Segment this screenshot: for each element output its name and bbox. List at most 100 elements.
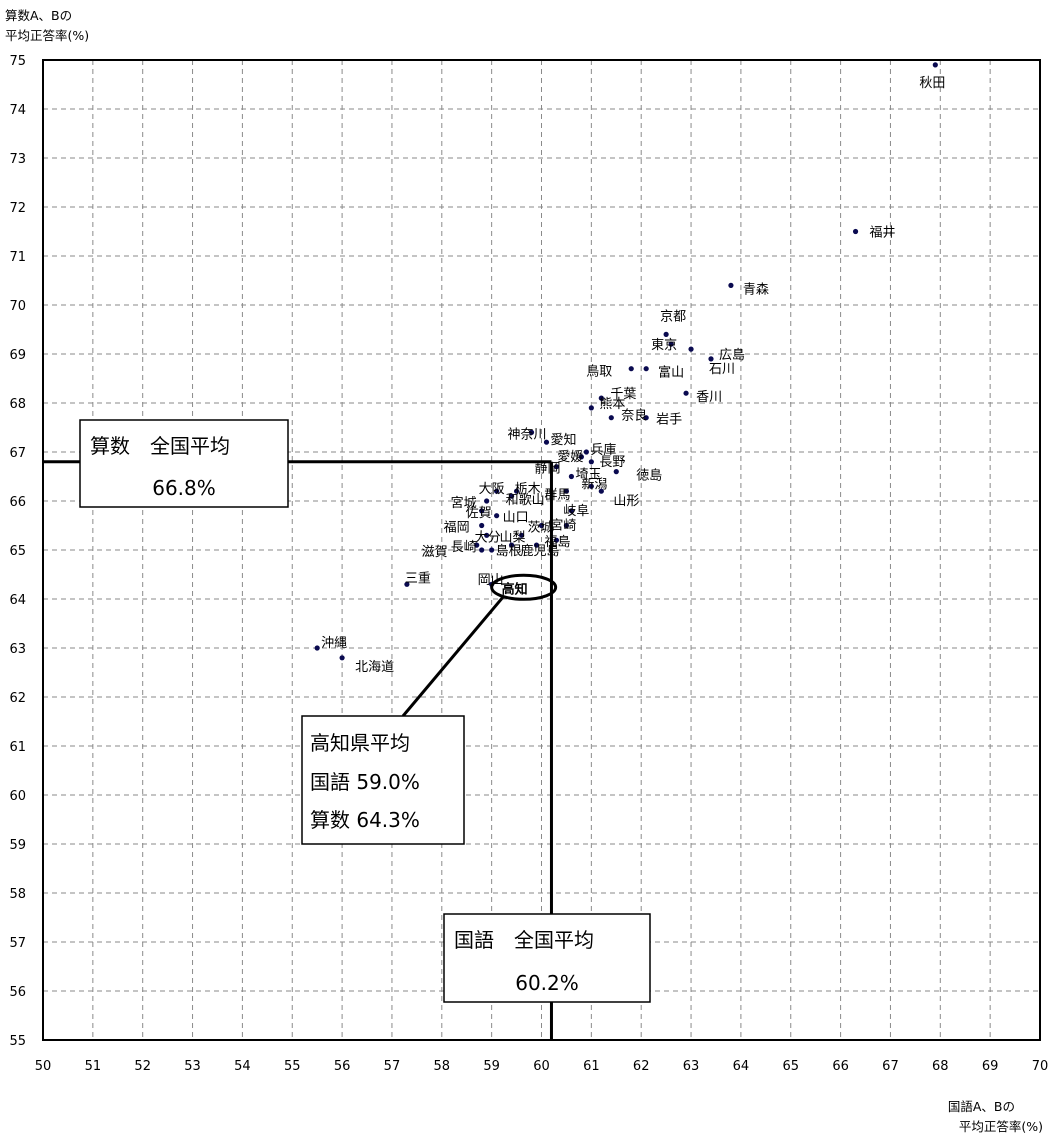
- point-label-山形: 山形: [613, 494, 639, 509]
- point-label-宮城: 宮城: [451, 495, 477, 511]
- x-tick-label: 65: [782, 1059, 799, 1074]
- y-tick-label: 63: [9, 642, 26, 657]
- point-label-島根: 島根: [496, 544, 522, 559]
- x-tick-label: 55: [284, 1059, 301, 1074]
- point-label-神奈川: 神奈川: [508, 427, 547, 442]
- data-point-沖縄: [314, 645, 320, 651]
- data-point-北海道: [339, 655, 345, 661]
- data-point-佐賀: [479, 508, 485, 514]
- y-tick-label: 62: [9, 691, 26, 706]
- math-average-value: 66.8%: [152, 476, 216, 500]
- kochi-average-box: [301, 715, 465, 845]
- y-axis-title-line1: 算数A、Bの: [5, 8, 72, 23]
- point-label-富山: 富山: [658, 365, 684, 381]
- data-point-愛媛: [578, 454, 584, 460]
- x-tick-label: 70: [1032, 1059, 1048, 1074]
- point-label-香川: 香川: [696, 390, 722, 405]
- y-tick-label: 71: [9, 250, 26, 265]
- x-tick-label: 53: [184, 1059, 201, 1074]
- point-label-宮崎: 宮崎: [550, 518, 576, 534]
- x-tick-label: 56: [334, 1059, 351, 1074]
- data-point-大分: [484, 532, 490, 538]
- data-point-大阪: [494, 488, 500, 494]
- y-tick-label: 75: [9, 54, 26, 69]
- point-label-三重: 三重: [405, 570, 431, 586]
- kochi-highlight-ellipse: [490, 573, 558, 601]
- data-point-秋田: [932, 62, 938, 68]
- point-label-佐賀: 佐賀: [466, 506, 492, 521]
- data-point-群馬: [563, 488, 570, 494]
- y-tick-label: 60: [9, 789, 26, 804]
- y-tick-label: 64: [9, 593, 26, 608]
- y-tick-label: 68: [9, 397, 26, 412]
- y-tick-label: 67: [9, 446, 26, 461]
- x-tick-label: 64: [733, 1059, 750, 1074]
- point-label-福島: 福島: [544, 535, 570, 550]
- plot-frame: [42, 59, 1041, 1041]
- y-tick-label: 58: [9, 887, 26, 902]
- x-tick-label: 62: [633, 1059, 650, 1074]
- point-label-京都: 京都: [660, 309, 686, 324]
- point-label-福井: 福井: [870, 226, 896, 241]
- data-point-福岡: [479, 522, 485, 529]
- y-tick-label: 66: [9, 495, 26, 510]
- x-tick-label: 67: [882, 1059, 899, 1074]
- data-point-愛知: [543, 439, 550, 445]
- data-point-兵庫: [583, 449, 589, 455]
- point-label-石川: 石川: [709, 362, 735, 377]
- x-tick-label: 68: [932, 1059, 949, 1074]
- point-label-岡山: 岡山: [478, 573, 504, 588]
- point-label-山梨: 山梨: [500, 530, 526, 545]
- data-point-埼玉: [568, 473, 575, 480]
- y-tick-label: 65: [9, 544, 26, 559]
- y-tick-label: 72: [9, 201, 26, 216]
- y-tick-label: 57: [9, 936, 26, 951]
- point-label-栃木: 栃木: [515, 482, 541, 497]
- data-point-鳥取: [628, 366, 634, 372]
- point-label-長崎: 長崎: [451, 540, 477, 555]
- math-national-average-box: [79, 419, 289, 508]
- y-tick-label: 70: [9, 299, 26, 314]
- point-label-岐阜: 岐阜: [563, 503, 589, 519]
- point-label-滋賀: 滋賀: [422, 545, 448, 560]
- data-point-徳島: [613, 469, 619, 475]
- y-tick-label: 61: [9, 740, 26, 755]
- data-point-岐阜: [568, 508, 575, 514]
- tick-labels: 50 51 52 53 54 55 56 57 58 59 60 61 62 63 64 65 66 67 68 69…: [9, 54, 1048, 1074]
- kochi-average-japanese: 国語 59.0%: [310, 770, 420, 794]
- math-average-title: 算数 全国平均: [90, 434, 230, 458]
- point-label-福岡: 福岡: [444, 521, 470, 536]
- kochi-average-title: 高知県平均: [310, 731, 410, 755]
- data-point-青森: [728, 282, 734, 288]
- x-tick-label: 59: [483, 1059, 500, 1074]
- data-point-福島: [553, 537, 560, 543]
- japanese-national-average-box: [443, 913, 651, 1003]
- point-label-和歌山: 和歌山: [506, 493, 545, 508]
- x-tick-label: 66: [832, 1059, 849, 1074]
- data-point-長崎: [474, 542, 480, 548]
- data-point-静岡: [553, 464, 560, 470]
- kochi-connector-line: [401, 595, 505, 717]
- data-point-京都: [663, 331, 669, 337]
- data-point-宮城: [484, 498, 490, 504]
- point-label-千葉: 千葉: [610, 387, 636, 402]
- x-tick-label: 51: [85, 1059, 102, 1074]
- point-label-兵庫: 兵庫: [590, 443, 616, 458]
- data-point-千葉: [598, 395, 604, 401]
- data-point-宮崎: [563, 522, 570, 529]
- data-point-山口: [494, 513, 500, 519]
- data-point-香川: [683, 390, 689, 396]
- point-label-新潟: 新潟: [581, 476, 607, 492]
- point-label-埼玉: 埼玉: [575, 468, 601, 483]
- data-point-広島: [708, 356, 714, 362]
- y-tick-label: 74: [9, 103, 26, 118]
- data-point-奈良: [608, 415, 614, 421]
- point-label-山口: 山口: [503, 511, 529, 526]
- y-tick-label: 55: [9, 1034, 26, 1049]
- point-label-沖縄: 沖縄: [321, 636, 347, 651]
- data-point-富山: [643, 366, 649, 372]
